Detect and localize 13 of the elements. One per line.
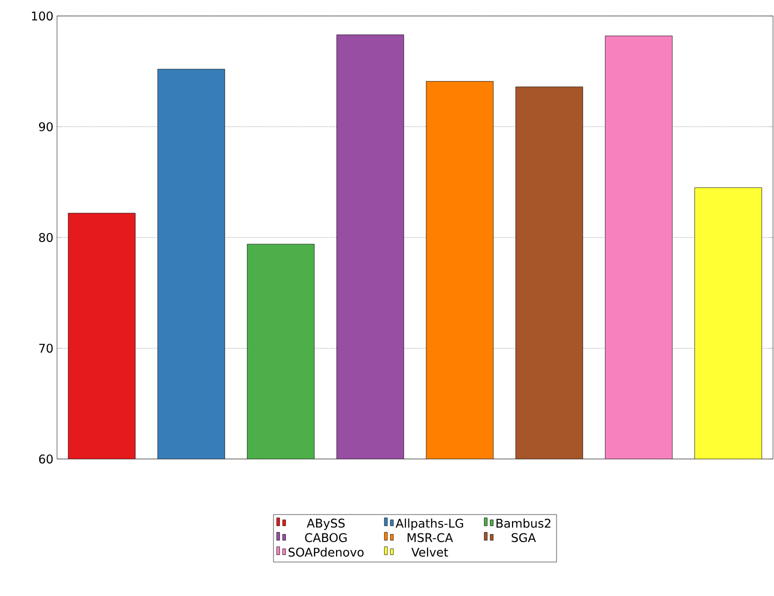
legend-label: ABySS xyxy=(306,518,345,530)
legend-label: SOAPdenovo xyxy=(288,547,364,557)
y-tick-label: 70 xyxy=(39,344,53,353)
legend-label: SGA xyxy=(512,533,536,542)
legend-label: Bambus2 xyxy=(496,518,550,528)
legend-label: Velvet xyxy=(411,547,448,557)
y-tick-label: 80 xyxy=(39,232,53,242)
legend-label: CABOG xyxy=(305,533,347,542)
y-tick-label: 60 xyxy=(39,454,53,464)
y-tick-label: 100 xyxy=(32,11,53,21)
legend-label: Allpaths-LG xyxy=(396,518,464,530)
y-tick-label: 90 xyxy=(39,122,53,132)
legend-label: MSR-CA xyxy=(408,533,453,542)
